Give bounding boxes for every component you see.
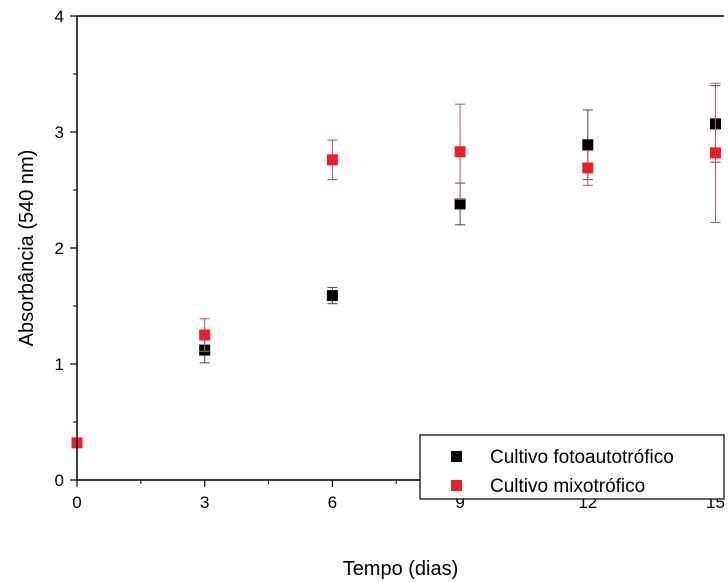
- data-point: [709, 147, 721, 159]
- legend-label: Cultivo mixotrófico: [490, 476, 645, 497]
- y-tick-label: 3: [55, 123, 64, 142]
- x-tick-label: 3: [200, 493, 209, 512]
- legend-box: [419, 434, 725, 500]
- data-point: [582, 139, 594, 151]
- y-tick-label: 4: [55, 7, 64, 26]
- x-tick-label: 0: [72, 493, 81, 512]
- x-tick-label: 6: [328, 493, 337, 512]
- legend-label: Cultivo fotoautotrófico: [490, 447, 674, 468]
- data-point: [454, 146, 466, 158]
- y-tick-label: 1: [55, 355, 64, 374]
- plot-area: [71, 82, 721, 449]
- legend: Cultivo fotoautotrófico Cultivo mixotrófi…: [419, 434, 725, 500]
- legend-marker: [451, 451, 462, 462]
- data-point: [199, 329, 211, 341]
- y-tick-label: 0: [55, 471, 64, 490]
- data-point: [582, 162, 594, 174]
- y-axis-title: Absorbância (540 nm): [16, 150, 38, 347]
- data-point: [326, 290, 338, 302]
- x-tick-label: 9: [455, 493, 464, 512]
- y-tick-label: 2: [55, 239, 64, 258]
- data-point: [326, 154, 338, 166]
- legend-marker: [451, 480, 462, 491]
- x-axis-title: Tempo (dias): [343, 558, 459, 580]
- data-point: [454, 198, 466, 210]
